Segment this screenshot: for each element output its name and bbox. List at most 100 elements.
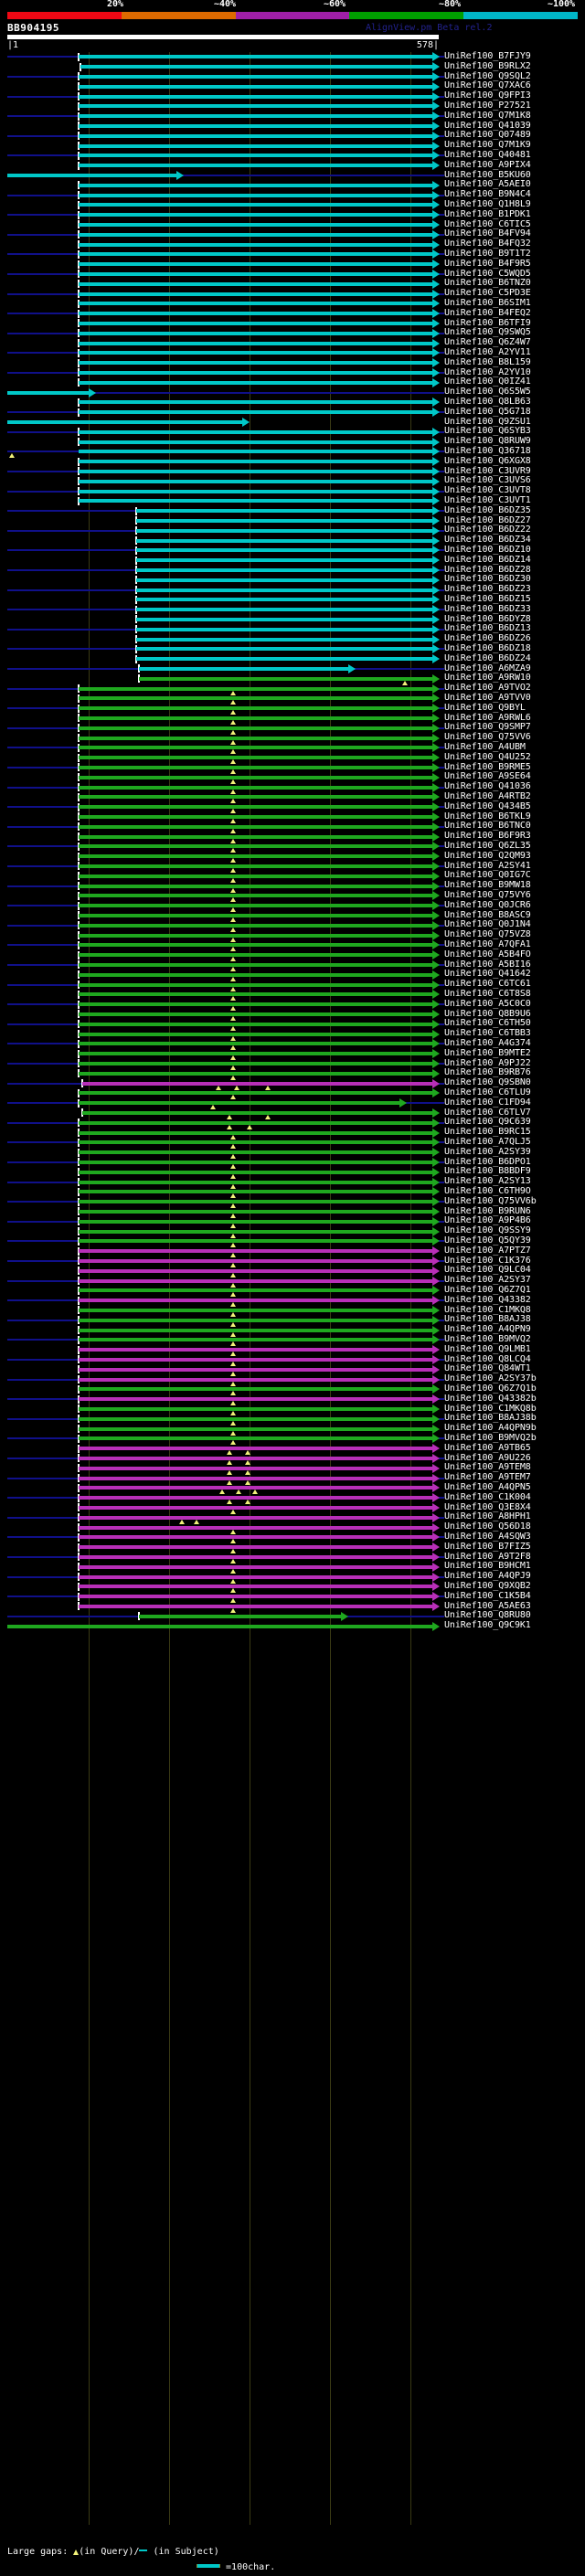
alignment-bar[interactable] bbox=[79, 775, 433, 779]
hit-accession-label[interactable]: UniRef100_Q6ZL35 bbox=[444, 841, 531, 851]
alignment-row[interactable]: UniRef100_Q7XAC6 bbox=[0, 80, 585, 91]
alignment-row[interactable]: UniRef100_A9TVV0 bbox=[0, 693, 585, 705]
alignment-row[interactable]: UniRef100_Q6XGX8 bbox=[0, 456, 585, 467]
hit-accession-label[interactable]: UniRef100_B9N4C4 bbox=[444, 189, 531, 200]
alignment-bar[interactable] bbox=[79, 765, 433, 769]
hit-accession-label[interactable]: UniRef100_A9RW10 bbox=[444, 673, 531, 684]
hit-accession-label[interactable]: UniRef100_B8AJ38 bbox=[444, 1314, 531, 1325]
hit-accession-label[interactable]: UniRef100_B5KU60 bbox=[444, 169, 531, 180]
alignment-row[interactable]: UniRef100_Q7M1K9 bbox=[0, 140, 585, 151]
alignment-bar[interactable] bbox=[79, 933, 433, 938]
hit-accession-label[interactable]: UniRef100_C1MKQ8b bbox=[444, 1403, 537, 1414]
hit-accession-label[interactable]: UniRef100_B6DZ22 bbox=[444, 525, 531, 535]
hit-accession-label[interactable]: UniRef100_Q41036 bbox=[444, 781, 531, 792]
alignment-bar[interactable] bbox=[79, 1377, 433, 1382]
alignment-bar[interactable] bbox=[80, 65, 433, 69]
hit-accession-label[interactable]: UniRef100_A9SE64 bbox=[444, 771, 531, 782]
hit-accession-label[interactable]: UniRef100_B9RB76 bbox=[444, 1067, 531, 1078]
hit-accession-label[interactable]: UniRef100_B6TNZ0 bbox=[444, 278, 531, 289]
alignment-bar[interactable] bbox=[79, 943, 433, 948]
alignment-row[interactable]: UniRef100_B6DZ13 bbox=[0, 623, 585, 634]
hit-accession-label[interactable]: UniRef100_Q9SSY9 bbox=[444, 1225, 531, 1236]
alignment-bar[interactable] bbox=[79, 1190, 433, 1194]
hit-accession-label[interactable]: UniRef100_A7PTZ7 bbox=[444, 1245, 531, 1256]
alignment-row[interactable]: UniRef100_C1MKQ8b bbox=[0, 1403, 585, 1415]
alignment-row[interactable]: UniRef100_A4G374 bbox=[0, 1038, 585, 1051]
alignment-row[interactable]: UniRef100_C1K376 bbox=[0, 1256, 585, 1267]
alignment-bar[interactable] bbox=[79, 1554, 433, 1559]
hit-accession-label[interactable]: UniRef100_A9TB65 bbox=[444, 1442, 531, 1453]
hit-accession-label[interactable]: UniRef100_B4FV94 bbox=[444, 228, 531, 239]
hit-accession-label[interactable]: UniRef100_A9PIX4 bbox=[444, 159, 531, 170]
hit-accession-label[interactable]: UniRef100_Q8LB63 bbox=[444, 397, 531, 407]
alignment-row[interactable]: UniRef100_B6DZ23 bbox=[0, 584, 585, 595]
hit-accession-label[interactable]: UniRef100_Q8B9U6 bbox=[444, 1008, 531, 1019]
hit-accession-label[interactable]: UniRef100_Q7M1K9 bbox=[444, 140, 531, 151]
alignment-row[interactable]: UniRef100_A5AEI0 bbox=[0, 179, 585, 190]
alignment-row[interactable]: UniRef100_B9RME5 bbox=[0, 762, 585, 774]
hit-accession-label[interactable]: UniRef100_A9TEM8 bbox=[444, 1462, 531, 1473]
hit-accession-label[interactable]: UniRef100_A2SY13 bbox=[444, 1176, 531, 1187]
hit-accession-label[interactable]: UniRef100_Q0J1N4 bbox=[444, 919, 531, 930]
alignment-bar[interactable] bbox=[136, 608, 433, 612]
hit-accession-label[interactable]: UniRef100_B6DZ18 bbox=[444, 643, 531, 653]
hit-accession-label[interactable]: UniRef100_C6T8S8 bbox=[444, 989, 531, 999]
alignment-row[interactable]: UniRef100_B9MW18 bbox=[0, 880, 585, 893]
hit-accession-label[interactable]: UniRef100_A4QPJ9 bbox=[444, 1571, 531, 1582]
alignment-bar[interactable] bbox=[79, 271, 433, 276]
hit-accession-label[interactable]: UniRef100_Q75VV6b bbox=[444, 1195, 537, 1206]
alignment-row[interactable]: UniRef100_A6MZA9 bbox=[0, 663, 585, 674]
alignment-bar[interactable] bbox=[79, 489, 433, 493]
alignment-row[interactable]: UniRef100_A2SY39 bbox=[0, 1147, 585, 1160]
alignment-bar[interactable] bbox=[79, 1416, 433, 1421]
hit-accession-label[interactable]: UniRef100_B6DZ10 bbox=[444, 545, 531, 555]
hit-accession-label[interactable]: UniRef100_A2SY37 bbox=[444, 1275, 531, 1286]
alignment-bar[interactable] bbox=[136, 617, 433, 621]
alignment-row[interactable]: UniRef100_Q40481 bbox=[0, 150, 585, 161]
alignment-row[interactable]: UniRef100_Q9FPI3 bbox=[0, 90, 585, 101]
alignment-bar[interactable] bbox=[79, 795, 433, 800]
alignment-bar[interactable] bbox=[79, 1268, 433, 1273]
alignment-row[interactable]: UniRef100_B6DZ34 bbox=[0, 535, 585, 546]
hit-accession-label[interactable]: UniRef100_Q75VV6 bbox=[444, 732, 531, 743]
alignment-bar[interactable] bbox=[79, 1180, 433, 1184]
alignment-row[interactable]: UniRef100_A5B4FO bbox=[0, 949, 585, 962]
alignment-row[interactable]: UniRef100_B4FQ32 bbox=[0, 239, 585, 249]
alignment-bar[interactable] bbox=[79, 84, 433, 89]
alignment-bar[interactable] bbox=[79, 203, 433, 207]
alignment-row[interactable]: UniRef100_Q9SQL2 bbox=[0, 71, 585, 82]
alignment-bar[interactable] bbox=[79, 400, 433, 405]
alignment-bar[interactable] bbox=[79, 1219, 433, 1224]
alignment-row[interactable]: UniRef100_A7QFA1 bbox=[0, 939, 585, 952]
alignment-bar[interactable] bbox=[79, 1042, 433, 1046]
hit-accession-label[interactable]: UniRef100_B9MVQ2b bbox=[444, 1433, 537, 1443]
hit-accession-label[interactable]: UniRef100_B9MW18 bbox=[444, 880, 531, 891]
alignment-bar[interactable] bbox=[136, 528, 433, 533]
hit-accession-label[interactable]: UniRef100_C5PD3E bbox=[444, 288, 531, 299]
hit-accession-label[interactable]: UniRef100_Q9ZSU1 bbox=[444, 416, 531, 427]
alignment-bar[interactable] bbox=[79, 1357, 433, 1362]
alignment-row[interactable]: UniRef100_Q43382b bbox=[0, 1394, 585, 1406]
hit-accession-label[interactable]: UniRef100_A4G374 bbox=[444, 1038, 531, 1048]
alignment-row[interactable]: UniRef100_B9RB76 bbox=[0, 1067, 585, 1080]
hit-accession-label[interactable]: UniRef100_A2YV10 bbox=[444, 366, 531, 377]
hit-accession-label[interactable]: UniRef100_A6MZA9 bbox=[444, 663, 531, 673]
alignment-row[interactable]: UniRef100_B6DZ18 bbox=[0, 643, 585, 654]
hit-accession-label[interactable]: UniRef100_B9HCM1 bbox=[444, 1561, 531, 1572]
alignment-bar[interactable] bbox=[79, 1002, 433, 1007]
hit-accession-label[interactable]: UniRef100_Q9LC04 bbox=[444, 1265, 531, 1276]
alignment-row[interactable]: UniRef100_A9U226 bbox=[0, 1453, 585, 1465]
alignment-row[interactable]: UniRef100_B6DZ15 bbox=[0, 594, 585, 605]
hit-accession-label[interactable]: UniRef100_Q75VY6 bbox=[444, 890, 531, 900]
alignment-bar[interactable] bbox=[79, 292, 433, 296]
hit-accession-label[interactable]: UniRef100_C6TC61 bbox=[444, 979, 531, 990]
alignment-row[interactable]: UniRef100_B6DZ35 bbox=[0, 505, 585, 516]
alignment-row[interactable]: UniRef100_Q6Z4W7 bbox=[0, 337, 585, 348]
alignment-row[interactable]: UniRef100_B6DZ33 bbox=[0, 604, 585, 615]
alignment-bar[interactable] bbox=[79, 874, 433, 878]
hit-accession-label[interactable]: UniRef100_C1K376 bbox=[444, 1255, 531, 1266]
alignment-bar[interactable] bbox=[79, 1535, 433, 1540]
hit-accession-label[interactable]: UniRef100_Q5G718 bbox=[444, 406, 531, 417]
alignment-row[interactable]: UniRef100_Q75VY6 bbox=[0, 890, 585, 903]
alignment-row[interactable]: UniRef100_C6TH50 bbox=[0, 1018, 585, 1031]
